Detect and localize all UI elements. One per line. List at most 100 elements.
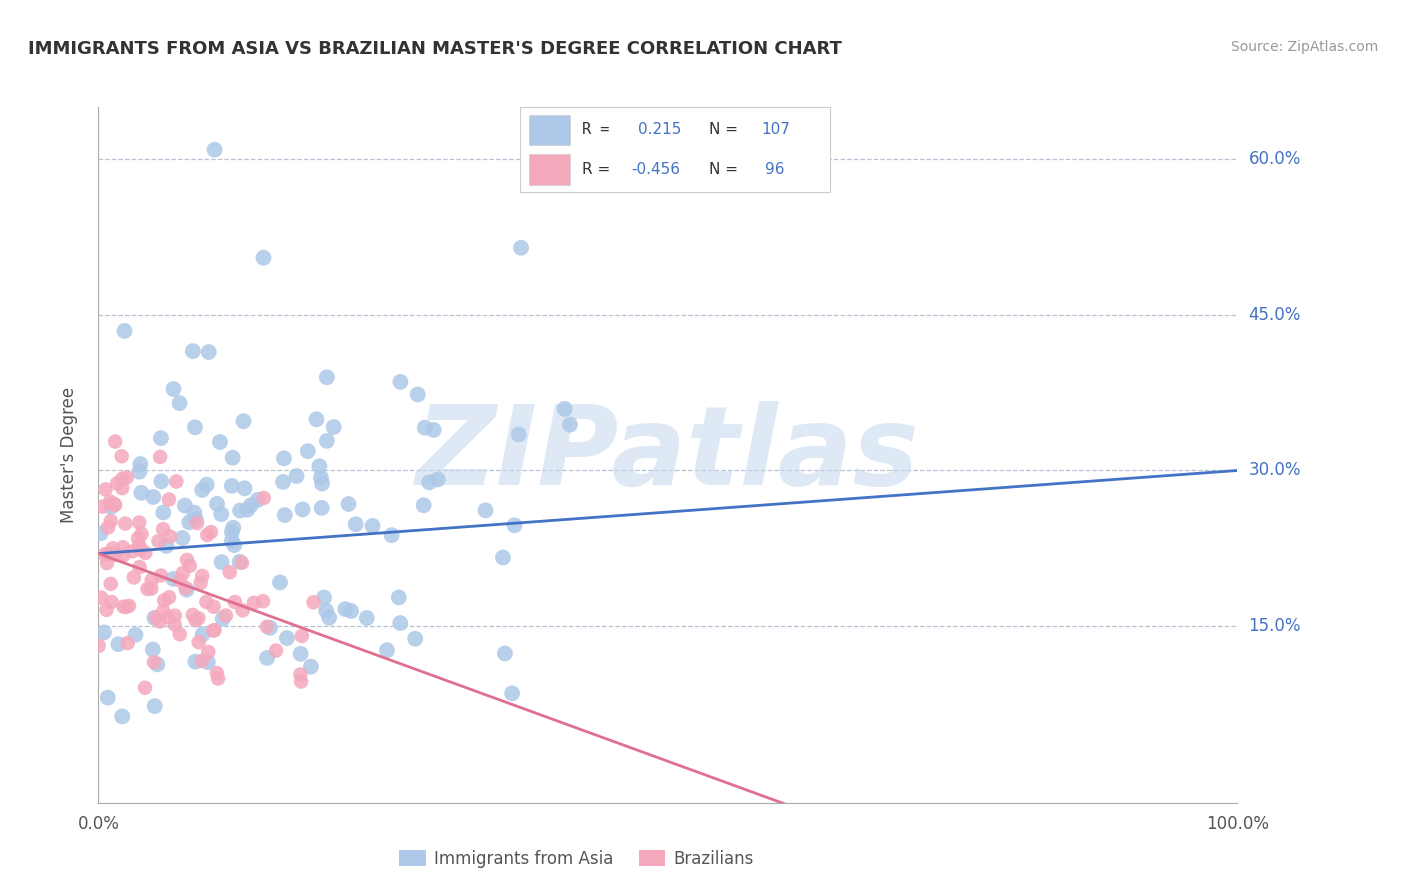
Point xyxy=(204,143,226,157)
Point xyxy=(134,546,156,560)
Point xyxy=(389,375,412,389)
Text: 45.0%: 45.0% xyxy=(1249,306,1301,324)
Point xyxy=(492,550,515,565)
Point xyxy=(162,572,184,586)
Point xyxy=(356,611,378,625)
Point xyxy=(418,475,440,490)
Point xyxy=(142,655,165,669)
Point xyxy=(311,500,333,515)
Point xyxy=(474,503,496,517)
Point xyxy=(388,591,411,605)
Text: ZIPatlas: ZIPatlas xyxy=(416,401,920,508)
Point xyxy=(111,472,134,486)
Point xyxy=(104,498,127,512)
Point xyxy=(184,420,207,434)
Point xyxy=(200,524,222,539)
Text: 15.0%: 15.0% xyxy=(1249,617,1301,635)
Point xyxy=(159,530,181,544)
Point xyxy=(115,599,138,614)
Point xyxy=(115,470,138,484)
Point xyxy=(98,494,121,508)
Text: 60.0%: 60.0% xyxy=(1249,150,1301,168)
Point xyxy=(90,526,112,541)
Bar xyxy=(530,115,569,145)
Point xyxy=(128,465,150,479)
Point xyxy=(149,450,172,464)
Point xyxy=(181,607,204,622)
Bar xyxy=(530,154,569,185)
Point xyxy=(146,657,169,672)
Point xyxy=(105,476,128,491)
Point xyxy=(221,533,243,548)
Point xyxy=(100,595,122,609)
Point xyxy=(305,412,328,426)
Point xyxy=(228,555,250,569)
Point xyxy=(129,542,152,557)
Point xyxy=(179,516,201,530)
Point xyxy=(422,423,444,437)
Point xyxy=(211,555,233,569)
Point xyxy=(94,547,117,561)
Point xyxy=(311,476,333,491)
Point xyxy=(381,528,404,542)
Point xyxy=(100,577,122,591)
Point xyxy=(107,637,129,651)
Point xyxy=(239,498,262,512)
Point xyxy=(173,499,195,513)
Point xyxy=(413,420,436,434)
Point xyxy=(252,251,274,265)
Point xyxy=(136,582,159,596)
Point xyxy=(205,497,228,511)
Point xyxy=(150,475,173,489)
Point xyxy=(101,541,124,556)
Point xyxy=(297,444,319,458)
Point xyxy=(90,591,112,605)
Point xyxy=(143,699,166,714)
Point xyxy=(165,475,187,489)
Point xyxy=(218,566,240,580)
Point xyxy=(97,547,120,561)
Point xyxy=(221,450,243,465)
Point xyxy=(308,459,330,474)
Point xyxy=(152,506,174,520)
Point xyxy=(190,576,212,591)
Point xyxy=(231,556,253,570)
Point xyxy=(316,434,339,448)
Point xyxy=(195,477,218,491)
Point xyxy=(191,654,214,668)
Point xyxy=(153,593,176,607)
Point xyxy=(269,575,291,590)
Point xyxy=(124,628,146,642)
Point xyxy=(157,610,180,624)
Point xyxy=(163,608,186,623)
Point xyxy=(271,475,294,489)
Point xyxy=(322,420,344,434)
Point xyxy=(152,522,174,536)
Point xyxy=(94,483,117,497)
Point xyxy=(184,613,207,627)
Point xyxy=(100,500,122,514)
Point xyxy=(111,450,134,464)
Point xyxy=(291,629,314,643)
Point xyxy=(93,625,115,640)
Point xyxy=(510,241,533,255)
Point xyxy=(131,527,153,541)
Point xyxy=(222,521,245,535)
Point xyxy=(112,599,135,614)
Point xyxy=(97,690,120,705)
Point xyxy=(361,519,384,533)
Point xyxy=(264,643,287,657)
Point xyxy=(299,659,322,673)
Point xyxy=(191,569,214,583)
Point xyxy=(340,604,363,618)
Point xyxy=(221,524,243,539)
Point xyxy=(246,492,269,507)
Point xyxy=(111,541,134,555)
Y-axis label: Master's Degree: Master's Degree xyxy=(59,387,77,523)
Point xyxy=(127,532,149,546)
Point xyxy=(273,451,295,466)
Text: IMMIGRANTS FROM ASIA VS BRAZILIAN MASTER'S DEGREE CORRELATION CHART: IMMIGRANTS FROM ASIA VS BRAZILIAN MASTER… xyxy=(28,40,842,58)
Point xyxy=(211,612,233,626)
Point xyxy=(404,632,426,646)
Point xyxy=(141,573,163,587)
